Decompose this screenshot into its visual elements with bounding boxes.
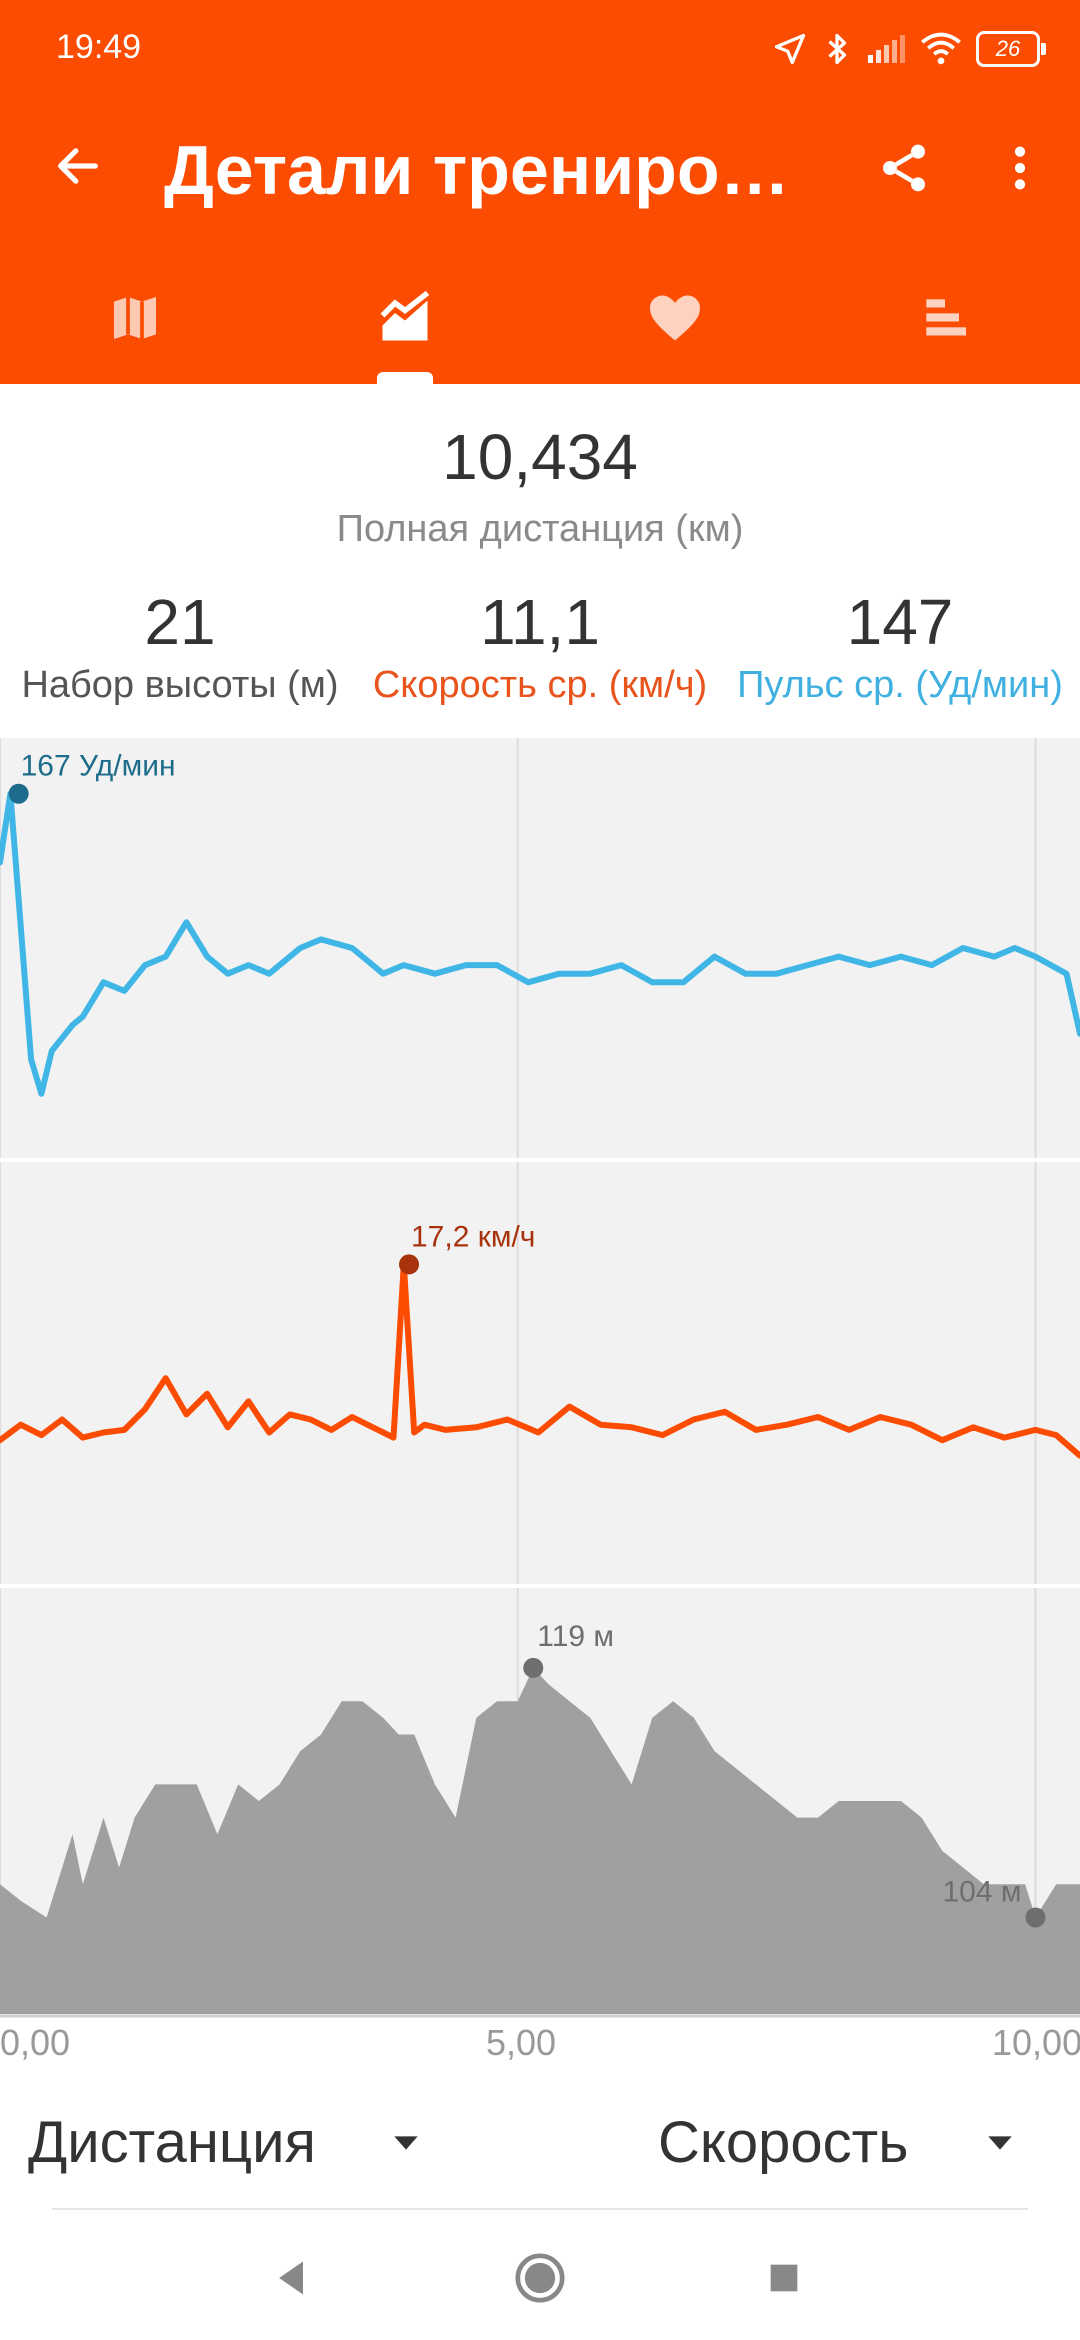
- total-distance-label: Полная дистанция (км): [336, 508, 744, 550]
- marker-label: 104 м: [942, 1875, 1021, 1908]
- stat-elevation-gain[interactable]: 21 Набор высоты (м): [0, 584, 360, 710]
- max-marker-point: [399, 1254, 420, 1275]
- more-options-button[interactable]: [982, 130, 1058, 206]
- map-icon: [114, 297, 156, 339]
- stat-label: Набор высоты (м): [21, 664, 339, 706]
- location-icon: [774, 33, 806, 65]
- total-distance-value: 10,434: [442, 421, 638, 493]
- tab-heart[interactable]: [595, 270, 755, 366]
- stat-avg-heart-rate[interactable]: 147 Пульс ср. (Уд/мин): [720, 584, 1080, 710]
- status-time: 19:49: [56, 28, 142, 66]
- nav-back-button[interactable]: [252, 2238, 332, 2318]
- dropdown-arrow-icon: [988, 2136, 1013, 2150]
- arrow-back-icon: [58, 148, 98, 184]
- wifi-icon: [921, 32, 961, 65]
- splits-icon: [926, 299, 966, 336]
- max-marker-point: [8, 783, 29, 804]
- nav-recents-icon: [770, 2264, 798, 2292]
- bluetooth-icon: [828, 33, 847, 65]
- nav-home-icon: [515, 2253, 565, 2303]
- stat-label: Пульс ср. (Уд/мин): [737, 664, 1063, 706]
- stat-value: 147: [846, 586, 954, 658]
- page-title: Детали трениро…: [164, 131, 790, 209]
- stacked-charts[interactable]: 167 Уд/мин 17,2 км/ч 119 м 104 м: [0, 738, 1080, 2050]
- tab-splits[interactable]: [865, 270, 1025, 366]
- heart-icon: [650, 295, 700, 341]
- back-button[interactable]: [40, 128, 116, 204]
- dropdown-arrow-icon: [394, 2136, 418, 2150]
- share-button[interactable]: [866, 130, 942, 206]
- chart-panel-speed: [0, 1162, 1080, 1584]
- x-tick-label: 10,00: [992, 2022, 1080, 2063]
- x-axis-selector[interactable]: Дистанция: [28, 2108, 426, 2178]
- tab-indicator: [377, 372, 433, 384]
- chart-icon: [380, 290, 430, 341]
- max-marker-label: 167 Уд/мин: [21, 750, 176, 783]
- tab-map[interactable]: [55, 270, 215, 366]
- x-axis-selector-label: Дистанция: [28, 2110, 316, 2175]
- series-heart-rate: [0, 790, 1080, 1097]
- signal-icon: [868, 35, 905, 63]
- battery-icon: 26: [976, 31, 1046, 67]
- series-speed: [0, 1261, 1080, 1459]
- stat-label: Скорость ср. (км/ч): [372, 664, 708, 706]
- x-tick-label: 5,00: [486, 2022, 557, 2063]
- y-axis-selector-label: Скорость: [658, 2110, 909, 2175]
- stat-value: 21: [144, 586, 216, 658]
- y-axis-selector[interactable]: Скорость: [658, 2108, 1020, 2178]
- status-icons: 26: [772, 24, 1046, 74]
- nav-back-icon: [279, 2261, 303, 2295]
- nav-recents-button[interactable]: [744, 2238, 824, 2318]
- marker-point: [523, 1657, 544, 1678]
- marker-label: 119 м: [537, 1620, 614, 1653]
- app-bar: 19:49 26 Детали трениро…: [0, 0, 1080, 384]
- nav-home-button[interactable]: [500, 2238, 580, 2318]
- tab-charts[interactable]: [325, 270, 485, 366]
- marker-point: [1025, 1907, 1046, 1928]
- stat-avg-speed[interactable]: 11,1 Скорость ср. (км/ч): [360, 584, 720, 710]
- max-marker-label: 17,2 км/ч: [411, 1220, 535, 1253]
- chart-panel-heart-rate: [0, 738, 1080, 1158]
- share-icon: [883, 144, 925, 192]
- more-vert-icon: [1014, 146, 1026, 190]
- x-tick-label: 0,00: [0, 2022, 71, 2063]
- series-elevation: [0, 1667, 1080, 2014]
- stat-value: 11,1: [480, 586, 600, 658]
- divider: [52, 2208, 1028, 2210]
